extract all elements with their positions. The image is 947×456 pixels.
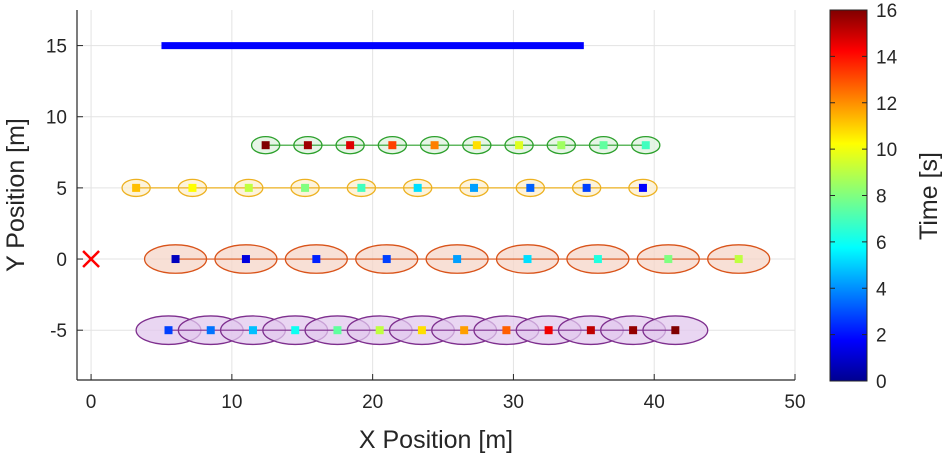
- track-point: [357, 183, 366, 192]
- track-point: [206, 326, 215, 335]
- track-point: [413, 183, 422, 192]
- x-tick-label: 30: [503, 392, 524, 413]
- plot-area: [82, 42, 771, 346]
- colorbar-tick-label: 14: [876, 47, 898, 68]
- track-point: [544, 326, 553, 335]
- colorbar-tick-label: 8: [876, 187, 887, 208]
- y-axis-label: Y Position [m]: [2, 118, 30, 272]
- track-point: [664, 255, 673, 264]
- colorbar-tick-label: 16: [876, 1, 897, 22]
- track-point: [593, 255, 602, 264]
- series-green-track: [250, 136, 661, 155]
- colorbar-tick-label: 10: [876, 140, 897, 161]
- colorbar-tick-label: 4: [876, 279, 887, 300]
- x-tick-label: 0: [86, 392, 97, 413]
- track-point: [188, 183, 197, 192]
- track-point: [303, 141, 312, 150]
- series-orange-track: [143, 244, 771, 274]
- track-point: [599, 141, 608, 150]
- track-point: [638, 183, 647, 192]
- track-point: [375, 326, 384, 335]
- track-point: [523, 255, 532, 264]
- colorbar-tick-label: 12: [876, 94, 897, 115]
- track-point: [502, 326, 511, 335]
- track-point: [582, 183, 591, 192]
- track-point: [460, 326, 469, 335]
- origin-marker: [82, 250, 100, 268]
- track-point: [734, 255, 743, 264]
- track-point: [261, 141, 270, 150]
- track-point: [164, 326, 173, 335]
- x-tick-label: 40: [644, 392, 665, 413]
- series-yellow-track: [121, 178, 658, 198]
- y-tick-label: 5: [56, 179, 67, 200]
- tick-labels: 0 10 20 30 40 50 -5 0 5 10 15: [46, 37, 806, 413]
- track-point: [586, 326, 595, 335]
- track-point: [629, 326, 638, 335]
- x-axis-label: X Position [m]: [359, 426, 513, 454]
- x-tick-label: 10: [221, 392, 242, 413]
- track-point: [671, 326, 680, 335]
- series-purple-track: [135, 315, 709, 346]
- track-point: [515, 141, 524, 150]
- track-point: [301, 183, 310, 192]
- colorbar-label: Time [s]: [915, 152, 943, 240]
- colorbar-tick-label: 2: [876, 326, 887, 347]
- track-point: [291, 326, 300, 335]
- axes: [76, 10, 796, 381]
- track-point: [472, 141, 481, 150]
- track-point: [171, 255, 180, 264]
- track-point: [417, 326, 426, 335]
- track-point: [132, 183, 141, 192]
- y-tick-label: 10: [46, 108, 67, 129]
- track-point: [346, 141, 355, 150]
- colorbar-tick-label: 6: [876, 233, 887, 254]
- x-tick-label: 20: [362, 392, 383, 413]
- y-tick-label: 15: [46, 37, 67, 58]
- track-point: [382, 255, 391, 264]
- track-point: [526, 183, 535, 192]
- track-point: [470, 183, 479, 192]
- colorbar-ticks: 0 2 4 6 8 10 12 14 16: [830, 1, 898, 393]
- track-point: [430, 141, 439, 150]
- track-point: [557, 141, 566, 150]
- track-point: [248, 326, 257, 335]
- track-point: [244, 183, 253, 192]
- track-point: [388, 141, 397, 150]
- track-point: [641, 141, 650, 150]
- x-tick-label: 50: [784, 392, 805, 413]
- track-point: [241, 255, 250, 264]
- track-point: [453, 255, 462, 264]
- track-point: [312, 255, 321, 264]
- y-tick-label: -5: [50, 321, 67, 342]
- colorbar: [829, 9, 868, 382]
- track-point: [333, 326, 342, 335]
- colorbar-tick-label: 0: [876, 372, 887, 393]
- y-tick-label: 0: [56, 250, 67, 271]
